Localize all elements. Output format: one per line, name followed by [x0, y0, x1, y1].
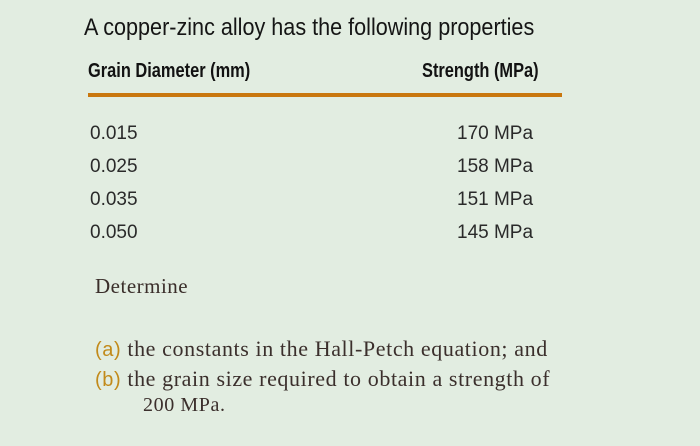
- problem-title: A copper-zinc alloy has the following pr…: [84, 14, 535, 41]
- question-b-continuation: 200 MPa.: [143, 394, 226, 416]
- cell-strength: 145 MPa: [457, 222, 534, 243]
- cell-diameter: 0.035: [90, 189, 138, 210]
- question-label: (a): [95, 339, 122, 361]
- header-rule: [88, 93, 562, 97]
- cell-strength: 151 MPa: [457, 189, 534, 210]
- question-text: the constants in the Hall-Petch equation…: [127, 336, 548, 361]
- cell-diameter: 0.015: [90, 123, 138, 144]
- header-grain-diameter: Grain Diameter (mm): [88, 60, 251, 82]
- header-strength: Strength (MPa): [422, 60, 539, 82]
- determine-heading: Determine: [95, 274, 189, 298]
- cell-strength: 170 MPa: [457, 123, 534, 144]
- cell-strength: 158 MPa: [457, 156, 534, 177]
- question-text: the grain size required to obtain a stre…: [127, 366, 551, 391]
- question-a: (a) the constants in the Hall-Petch equa…: [95, 336, 548, 362]
- cell-diameter: 0.025: [90, 156, 138, 177]
- question-b: (b) the grain size required to obtain a …: [95, 366, 550, 392]
- cell-diameter: 0.050: [90, 222, 138, 243]
- question-label: (b): [95, 369, 122, 391]
